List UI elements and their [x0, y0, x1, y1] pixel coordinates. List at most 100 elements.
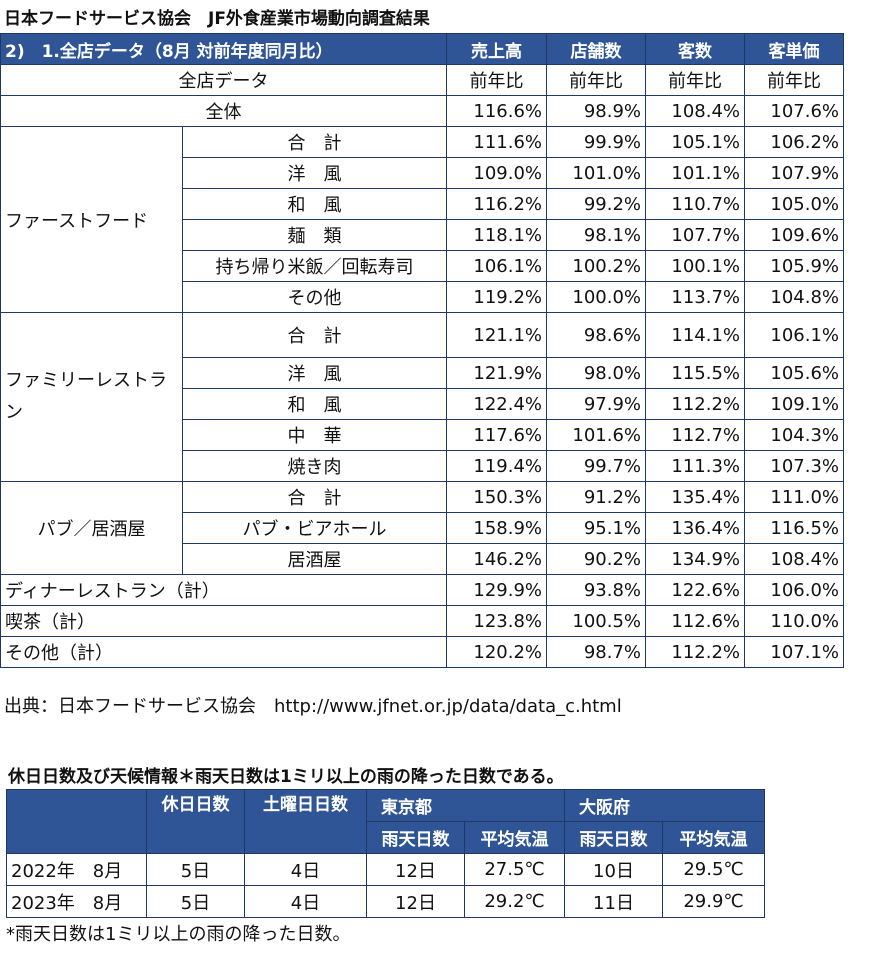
- group-label-pub-izakaya: パブ／居酒屋: [0, 481, 183, 575]
- header-osaka-avg-temp: 平均気温: [662, 821, 765, 854]
- value-cell: 136.4%: [645, 512, 746, 544]
- row-label: ディナーレストラン（計）: [0, 574, 448, 606]
- value-cell: 90.2%: [546, 543, 647, 575]
- column-header-customers: 客数: [645, 33, 746, 65]
- table-row: パブ／居酒屋 合 計 150.3% 91.2% 135.4% 111.0%: [0, 481, 845, 575]
- value-cell: 150.3%: [446, 481, 548, 513]
- column-header-avg-spend: 客単価: [744, 33, 845, 65]
- header-blank: [6, 789, 147, 854]
- value-cell: 11日: [564, 885, 663, 918]
- value-cell: 104.8%: [744, 281, 845, 313]
- value-cell: 107.9%: [744, 157, 845, 189]
- year-label: 2022年 8月: [6, 853, 147, 886]
- value-cell: 108.4%: [744, 543, 845, 575]
- value-cell: 106.1%: [744, 312, 845, 358]
- value-cell: 117.6%: [446, 419, 548, 451]
- row-label: 合 計: [181, 312, 448, 358]
- value-cell: 106.1%: [446, 250, 548, 282]
- value-cell: 121.1%: [446, 312, 548, 358]
- source-citation: 出典：日本フードサービス協会 http://www.jfnet.or.jp/da…: [4, 696, 622, 717]
- table-row: その他 119.2% 100.0% 113.7% 104.8%: [1, 281, 845, 313]
- value-cell: 4日: [244, 885, 367, 918]
- value-cell: 29.5℃: [662, 853, 765, 886]
- row-label: 居酒屋: [181, 543, 448, 575]
- header-tokyo: 東京都: [366, 789, 565, 822]
- header-holidays: 休日日数: [146, 789, 245, 854]
- value-cell: 105.1%: [645, 126, 746, 158]
- table-header-row: 2) 1.全店データ（8月 対前年度同月比） 売上高 店舗数 客数 客単価: [0, 33, 845, 65]
- subheader-label: 全店データ: [0, 64, 448, 96]
- value-cell: 101.0%: [546, 157, 647, 189]
- row-label: 麺 類: [181, 219, 448, 251]
- value-cell: 120.2%: [446, 636, 548, 668]
- table-row: ファミリーレストラン 合 計 121.1% 98.6% 114.1% 106.1…: [0, 312, 845, 482]
- value-cell: 107.1%: [744, 636, 845, 668]
- value-cell: 116.2%: [446, 188, 548, 220]
- header-saturdays: 土曜日日数: [244, 789, 367, 854]
- value-cell: 101.1%: [645, 157, 746, 189]
- table-header-title: 2) 1.全店データ（8月 対前年度同月比）: [0, 33, 448, 65]
- value-cell: 146.2%: [446, 543, 548, 575]
- year-label: 2023年 8月: [6, 885, 147, 918]
- row-label: 合 計: [181, 126, 448, 158]
- value-cell: 99.2%: [546, 188, 647, 220]
- value-cell: 98.9%: [546, 95, 647, 127]
- value-cell: 112.2%: [645, 388, 746, 420]
- value-cell: 93.8%: [546, 574, 647, 606]
- value-cell: 107.7%: [645, 219, 746, 251]
- weather-section-title: 休日日数及び天候情報＊雨天日数は1ミリ以上の雨の降った日数である。: [8, 767, 564, 787]
- value-cell: 109.0%: [446, 157, 548, 189]
- value-cell: 119.2%: [446, 281, 548, 313]
- subheader-cell: 前年比: [645, 64, 746, 96]
- value-cell: 134.9%: [645, 543, 746, 575]
- value-cell: 129.9%: [446, 574, 548, 606]
- subheader-cell: 前年比: [546, 64, 647, 96]
- value-cell: 108.4%: [645, 95, 746, 127]
- report-title: 日本フードサービス協会 JF外食産業市場動向調査結果: [4, 9, 430, 29]
- value-cell: 105.9%: [744, 250, 845, 282]
- value-cell: 12日: [366, 885, 465, 918]
- value-cell: 112.6%: [645, 605, 746, 637]
- row-label: 喫茶（計）: [0, 605, 448, 637]
- value-cell: 100.1%: [645, 250, 746, 282]
- table-row: 持ち帰り米飯／回転寿司 106.1% 100.2% 100.1% 105.9%: [1, 250, 845, 282]
- table-row-all: 全体 116.6% 98.9% 108.4% 107.6%: [0, 95, 845, 127]
- value-cell: 100.2%: [546, 250, 647, 282]
- value-cell: 158.9%: [446, 512, 548, 544]
- value-cell: 121.9%: [446, 357, 548, 389]
- row-label: その他（計）: [0, 636, 448, 668]
- value-cell: 98.0%: [546, 357, 647, 389]
- value-cell: 116.6%: [446, 95, 548, 127]
- table-row: 居酒屋 146.2% 90.2% 134.9% 108.4%: [1, 543, 845, 575]
- value-cell: 109.6%: [744, 219, 845, 251]
- table-row: ディナーレストラン（計） 129.9% 93.8% 122.6% 106.0%: [0, 574, 845, 606]
- value-cell: 111.3%: [645, 450, 746, 482]
- value-cell: 98.7%: [546, 636, 647, 668]
- row-label: 合 計: [181, 481, 448, 513]
- table-row: 2022年 8月 5日 4日 12日 27.5℃ 10日 29.5℃: [6, 853, 765, 886]
- table-subheader-row: 雨天日数 平均気温 雨天日数 平均気温: [7, 821, 765, 854]
- header-osaka: 大阪府: [564, 789, 765, 822]
- value-cell: 98.6%: [546, 312, 647, 358]
- value-cell: 27.5℃: [464, 853, 565, 886]
- value-cell: 5日: [146, 885, 245, 918]
- row-label: パブ・ビアホール: [181, 512, 448, 544]
- value-cell: 107.6%: [744, 95, 845, 127]
- row-label: 全体: [0, 95, 448, 127]
- row-label: その他: [181, 281, 448, 313]
- header-tokyo-rain-days: 雨天日数: [366, 821, 465, 854]
- value-cell: 135.4%: [645, 481, 746, 513]
- value-cell: 110.0%: [744, 605, 845, 637]
- value-cell: 114.1%: [645, 312, 746, 358]
- row-label: 洋 風: [181, 157, 448, 189]
- value-cell: 99.7%: [546, 450, 647, 482]
- value-cell: 12日: [366, 853, 465, 886]
- value-cell: 122.6%: [645, 574, 746, 606]
- table-row: 麺 類 118.1% 98.1% 107.7% 109.6%: [1, 219, 845, 251]
- header-osaka-rain-days: 雨天日数: [564, 821, 663, 854]
- value-cell: 109.1%: [744, 388, 845, 420]
- table-row: 和 風 116.2% 99.2% 110.7% 105.0%: [1, 188, 845, 220]
- value-cell: 95.1%: [546, 512, 647, 544]
- value-cell: 4日: [244, 853, 367, 886]
- value-cell: 97.9%: [546, 388, 647, 420]
